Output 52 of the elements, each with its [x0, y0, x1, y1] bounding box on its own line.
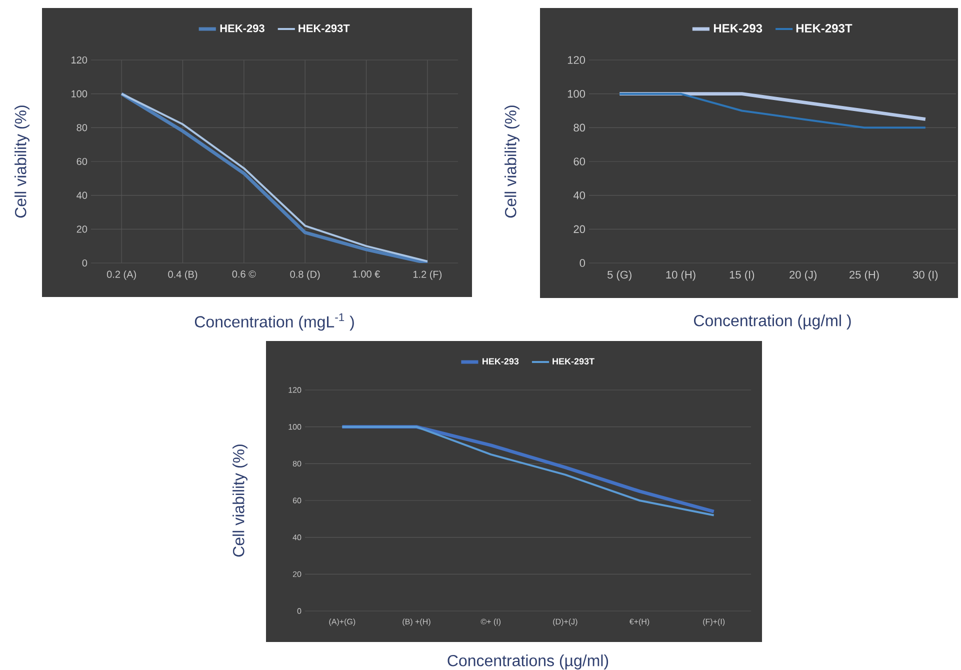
y-tick-label: 100: [72, 90, 88, 98]
y-tick-label: 0: [82, 259, 88, 267]
y-tick-label: 100: [568, 90, 586, 98]
y-tick-label: 40: [573, 191, 586, 200]
legend-label: HEK-293: [714, 24, 762, 33]
y-tick-label: 60: [574, 158, 586, 166]
legend-label: HEK-293T: [796, 24, 852, 33]
y-tick-label: 80: [292, 460, 302, 466]
x-axis-title: Concentration (µg/ml ): [694, 314, 851, 330]
y-tick-label: 120: [288, 387, 302, 393]
x-tick-label: 5 (G): [608, 270, 632, 281]
y-axis-title: Cell viability (%): [14, 106, 30, 218]
y-axis-title: Cell viability (%): [504, 106, 520, 218]
x-tick-label: ©+ (I): [480, 618, 501, 626]
x-tick-label: 0.2 (A): [106, 270, 136, 280]
y-tick-label: 40: [292, 534, 302, 540]
x-tick-label: 20 (J): [790, 270, 816, 281]
legend-label: HEK-293: [482, 358, 519, 364]
y-tick-label: 20: [76, 226, 88, 233]
x-tick-label: 10 (H): [666, 270, 696, 281]
x-tick-label: (D)+(J): [553, 618, 578, 626]
x-tick-label: (A)+(G): [329, 618, 356, 626]
y-tick-label: 120: [568, 56, 586, 64]
legend-label: HEK-293T: [298, 24, 350, 32]
y-tick-label: 60: [292, 498, 302, 504]
x-tick-label: 15 (I): [730, 270, 754, 281]
y-tick-label: 80: [76, 124, 88, 132]
x-axis-title: Concentration (mgL$^{-1}$ ): [194, 313, 354, 331]
y-tick-label: 20: [574, 225, 586, 234]
x-tick-label: 30 (I): [913, 270, 938, 281]
x-tick-label: €+(H): [629, 618, 650, 626]
y-tick-label: 80: [574, 124, 586, 132]
x-tick-label: (F)+(I): [703, 618, 725, 626]
y-tick-label: 0: [580, 259, 586, 267]
legend-label: HEK-293: [220, 24, 264, 32]
x-tick-label: 0.4 (B): [168, 270, 198, 280]
y-axis-title: Cell viability (%): [232, 444, 248, 557]
y-tick-label: 0: [297, 608, 302, 614]
x-tick-label: 25 (H): [850, 270, 879, 281]
y-tick-label: 20: [292, 571, 302, 577]
y-tick-label: 60: [76, 158, 88, 166]
y-tick-label: 100: [288, 424, 302, 430]
x-tick-label: (B) +(H): [402, 618, 430, 626]
y-tick-label: 40: [76, 192, 88, 199]
x-tick-label: 1.00 €: [353, 270, 380, 278]
x-tick-label: 0.8 (D): [290, 270, 320, 280]
legend-label: HEK-293T: [552, 358, 594, 364]
line-series: [618, 92, 926, 129]
x-axis-title: Concentrations (µg/ml): [448, 654, 608, 670]
x-tick-label: 1.2 (F): [413, 270, 442, 280]
x-tick-label: 0.6 ©: [232, 270, 256, 278]
y-tick-label: 120: [72, 56, 88, 64]
